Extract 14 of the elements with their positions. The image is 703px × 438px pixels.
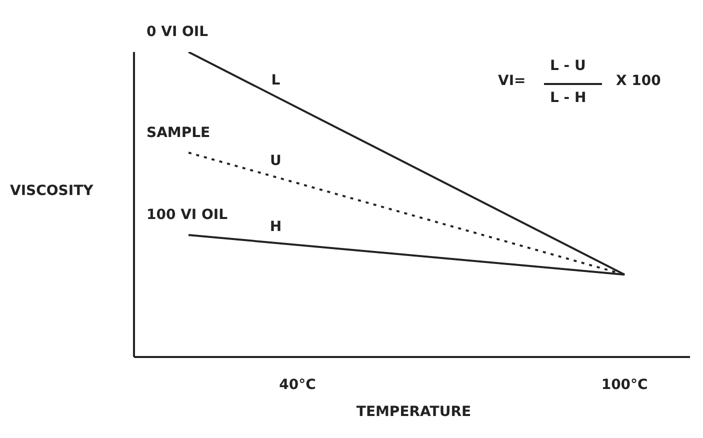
annotation: L - U <box>550 58 586 74</box>
annotation: H <box>270 218 282 235</box>
x-tick-label: 100°C <box>601 376 648 393</box>
series-label: 0 VI OIL <box>146 24 208 40</box>
annotation: L - H <box>550 90 586 106</box>
annotation: X 100 <box>616 73 661 89</box>
series-label: 100 VI OIL <box>146 207 228 223</box>
x-tick-label: 40°C <box>279 376 316 393</box>
series-label: SAMPLE <box>146 124 210 141</box>
annotation: U <box>270 153 282 170</box>
y-axis-title: VISCOSITY <box>10 183 94 200</box>
annotation: L <box>271 72 280 89</box>
annotation: VI= <box>498 73 526 89</box>
x-axis-title: TEMPERATURE <box>356 404 472 420</box>
